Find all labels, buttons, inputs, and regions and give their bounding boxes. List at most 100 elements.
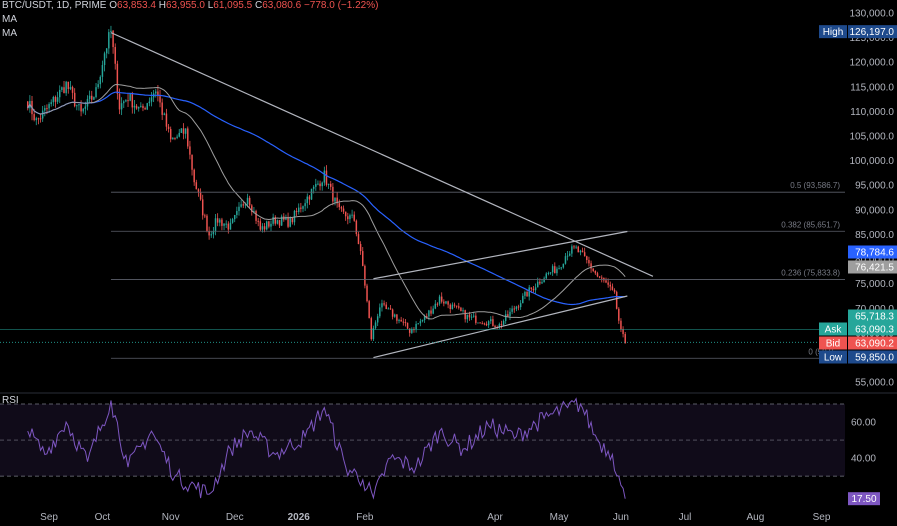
candle-body	[272, 217, 274, 224]
price-tick-label: 105,000.0	[850, 132, 895, 143]
candle-body	[255, 211, 257, 221]
candle-body	[157, 91, 159, 97]
rsi-legend[interactable]: RSI	[2, 395, 19, 406]
price-tag-ma-short: 76,421.5	[855, 263, 894, 274]
candle-body	[319, 183, 321, 187]
candle-body	[88, 95, 91, 99]
candle-body	[82, 108, 84, 112]
candle-body	[95, 87, 97, 98]
candle-body	[210, 234, 212, 236]
candle-body	[598, 276, 601, 278]
candle-body	[208, 231, 210, 236]
time-tick-label: Sep	[813, 512, 831, 523]
candle-body	[366, 285, 368, 302]
candle-body	[545, 273, 548, 279]
candle-body	[596, 273, 599, 277]
candle-body	[549, 272, 552, 274]
candle-body	[135, 105, 138, 109]
candle-body	[161, 102, 163, 115]
candle-body	[342, 208, 345, 212]
candle-body	[560, 267, 562, 269]
candle-body	[236, 211, 238, 216]
candle-body	[536, 281, 539, 288]
candle-body	[481, 323, 483, 325]
rsi-tick-label: 60.00	[851, 418, 876, 429]
candle-body	[460, 307, 462, 312]
candle-body	[33, 114, 35, 121]
candle-body	[182, 128, 185, 134]
candle-body	[167, 126, 170, 130]
rsi-current-tag: 17.50	[851, 494, 876, 505]
candle-body	[80, 104, 82, 112]
candle-body	[46, 108, 48, 110]
candle-body	[50, 102, 52, 105]
candle-body	[278, 220, 281, 226]
candle-body	[389, 308, 392, 310]
price-tick-label: 120,000.0	[850, 58, 895, 69]
candle-body	[577, 246, 580, 253]
candle-body	[340, 207, 343, 209]
candle-body	[189, 146, 191, 155]
candle-body	[605, 280, 607, 283]
candle-body	[310, 188, 313, 200]
candle-body	[108, 32, 110, 49]
candle-body	[611, 286, 614, 290]
candle-body	[112, 30, 114, 48]
candle-body	[620, 320, 622, 330]
candle-body	[355, 220, 358, 235]
candle-body	[227, 223, 230, 230]
candle-body	[498, 324, 501, 328]
candle-body	[504, 314, 507, 321]
ma-legend-2[interactable]: MA	[2, 28, 17, 39]
candle-body	[455, 305, 458, 307]
candle-body	[144, 108, 146, 110]
candle-body	[483, 323, 486, 325]
candle-body	[317, 183, 319, 185]
candle-body	[490, 319, 492, 322]
time-tick-label: Aug	[746, 512, 764, 523]
candle-body	[225, 223, 227, 225]
candle-body	[430, 310, 432, 314]
candle-body	[101, 65, 104, 77]
price-tag-bg	[848, 309, 897, 323]
candle-body	[37, 118, 40, 120]
candle-body	[436, 303, 439, 305]
candle-body	[172, 137, 174, 140]
candle-body	[594, 271, 597, 274]
candle-body	[528, 287, 530, 297]
candle-body	[562, 263, 565, 268]
candle-body	[289, 218, 291, 227]
price-tick-label: 90,000.0	[855, 205, 894, 216]
price-tag-key-bid: Bid	[826, 339, 840, 350]
candle-body	[502, 320, 505, 326]
candle-body	[432, 308, 434, 314]
candle-body	[579, 250, 582, 253]
chart-header: BTC/USDT, 1D, PRIME O63,853.4 H63,955.0 …	[2, 0, 378, 11]
time-tick-label: Nov	[162, 512, 180, 523]
candle-body	[304, 203, 306, 207]
candle-body	[325, 170, 328, 185]
candle-body	[59, 89, 61, 98]
candle-body	[127, 100, 129, 102]
candle-body	[551, 266, 554, 273]
candle-body	[406, 322, 409, 329]
candle-body	[321, 182, 323, 187]
candle-body	[351, 214, 353, 216]
candle-body	[133, 105, 136, 108]
fib-label-0.5: 0.5 (93,586.7)	[790, 181, 840, 190]
candle-body	[65, 81, 67, 94]
candle-body	[97, 84, 99, 88]
candle-body	[372, 328, 375, 340]
candle-body	[426, 316, 428, 318]
candle-body	[485, 323, 488, 326]
time-tick-label: Jul	[679, 512, 692, 523]
price-tick-label: 95,000.0	[855, 181, 894, 192]
candle-body	[568, 253, 571, 256]
time-tick-label: May	[550, 512, 569, 523]
candle-body	[140, 105, 142, 107]
candle-body	[398, 319, 400, 321]
candle-body	[187, 128, 189, 147]
candle-body	[174, 137, 176, 139]
candle-body	[526, 291, 528, 297]
ma-legend-1[interactable]: MA	[2, 14, 17, 25]
